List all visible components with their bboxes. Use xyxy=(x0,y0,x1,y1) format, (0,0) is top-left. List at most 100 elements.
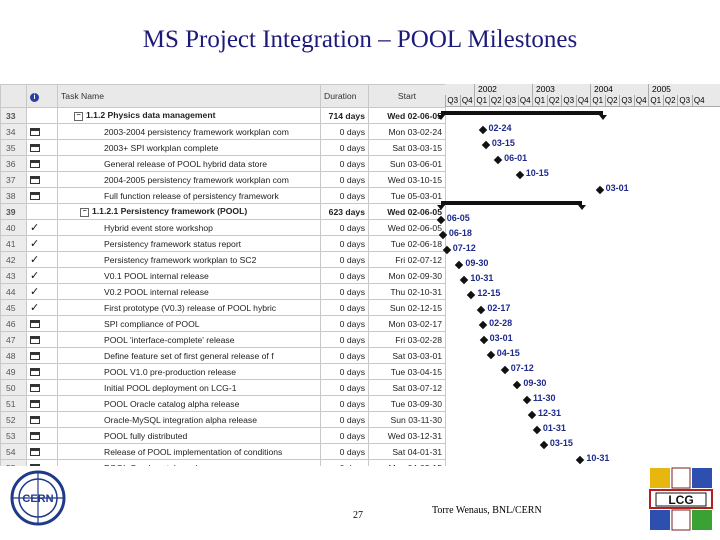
task-name[interactable]: Hybrid event store workshop xyxy=(57,219,321,236)
calendar-icon xyxy=(30,352,40,361)
task-name[interactable]: Release of POOL implementation of condit… xyxy=(57,443,321,460)
milestone-label: 10-31 xyxy=(586,452,610,463)
info-icon: i xyxy=(30,92,39,102)
milestone-marker[interactable] xyxy=(500,365,510,374)
task-name[interactable]: Full function release of persistency fra… xyxy=(57,187,321,204)
task-name[interactable]: Persistency framework workplan to SC2 xyxy=(57,251,321,268)
check-icon: ✓ xyxy=(30,269,40,282)
summary-bar[interactable] xyxy=(440,110,604,115)
task-start: Mon 03-02-24 xyxy=(368,123,446,140)
calendar-icon xyxy=(30,336,40,345)
info-column-header[interactable]: i xyxy=(26,84,58,108)
start-column-header[interactable]: Start xyxy=(368,84,446,108)
task-start: Wed 02-06-05 xyxy=(368,219,446,236)
timeline-quarter: Q1 xyxy=(474,95,489,106)
task-row[interactable]: 49 POOL V1.0 pre-production release 0 days… xyxy=(0,363,446,380)
milestone-marker[interactable] xyxy=(478,320,488,329)
duration-column-header[interactable]: Duration xyxy=(320,84,369,108)
task-row[interactable]: 44 ✓ V0.2 POOL internal release 0 days Thu 0… xyxy=(0,283,446,300)
task-row[interactable]: 33−1.1.2 Physics data management 714 days… xyxy=(0,107,446,124)
task-duration: 0 days xyxy=(320,347,369,364)
milestone-marker[interactable] xyxy=(595,185,604,194)
milestone-marker[interactable] xyxy=(539,440,549,449)
task-row[interactable]: 37 2004-2005 persistency framework workpl… xyxy=(0,171,446,188)
milestone-marker[interactable] xyxy=(467,290,476,299)
task-duration: 714 days xyxy=(320,107,369,124)
task-name[interactable]: 2003+ SPI workplan complete xyxy=(57,139,321,156)
collapse-toggle-icon[interactable]: − xyxy=(74,111,83,121)
milestone-marker[interactable] xyxy=(513,380,522,389)
task-name[interactable]: POOL Oracle catalog release xyxy=(57,459,321,466)
timeline-quarter: Q2 xyxy=(662,95,678,106)
task-name[interactable]: −1.1.2 Physics data management xyxy=(57,107,321,124)
task-row[interactable]: 50 Initial POOL deployment on LCG-1 0 days… xyxy=(0,379,446,396)
cern-logo: CERN xyxy=(8,468,68,528)
task-name-text: SPI compliance of POOL xyxy=(104,318,200,329)
task-id: 41 xyxy=(0,235,27,252)
task-duration: 0 days xyxy=(320,459,369,466)
task-name-text: 1.1.2 Physics data management xyxy=(86,110,216,121)
task-row[interactable]: 34 2003-2004 persistency framework workpl… xyxy=(0,123,446,140)
summary-bar[interactable] xyxy=(440,200,583,205)
task-id: 33 xyxy=(0,107,27,124)
task-name[interactable]: Initial POOL deployment on LCG-1 xyxy=(57,379,321,396)
task-row[interactable]: 53 POOL fully distributed 0 days Wed 03-12-… xyxy=(0,427,446,444)
task-row[interactable]: 36 General release of POOL hybrid data st… xyxy=(0,155,446,172)
milestone-marker[interactable] xyxy=(455,260,464,269)
task-name[interactable]: POOL V1.0 pre-production release xyxy=(57,363,321,380)
task-name[interactable]: 2003-2004 persistency framework workplan… xyxy=(57,123,321,140)
milestone-marker[interactable] xyxy=(478,125,487,134)
task-name[interactable]: Define feature set of first general rele… xyxy=(57,347,321,364)
milestone-marker[interactable] xyxy=(532,425,542,434)
milestone-marker[interactable] xyxy=(527,410,537,419)
milestone-marker[interactable] xyxy=(522,395,532,404)
task-row[interactable]: 47 POOL 'interface-complete' release 0 day… xyxy=(0,331,446,348)
task-name-text: Oracle-MySQL integration alpha release xyxy=(104,414,258,425)
task-name[interactable]: General release of POOL hybrid data stor… xyxy=(57,155,321,172)
task-row[interactable]: 54 Release of POOL implementation of cond… xyxy=(0,443,446,460)
task-name[interactable]: 2004-2005 persistency framework workplan… xyxy=(57,171,321,188)
milestone-marker[interactable] xyxy=(460,275,469,284)
task-name[interactable]: POOL 'interface-complete' release xyxy=(57,331,321,348)
calendar-icon xyxy=(30,464,40,466)
milestone-marker[interactable] xyxy=(479,335,488,344)
task-duration: 0 days xyxy=(320,363,369,380)
task-name[interactable]: First prototype (V0.3) release of POOL h… xyxy=(57,299,321,316)
milestone-marker[interactable] xyxy=(481,140,491,149)
task-row[interactable]: 38 Full function release of persistency f… xyxy=(0,187,446,204)
task-name[interactable]: SPI compliance of POOL xyxy=(57,315,321,332)
task-name-column-header[interactable]: Task Name xyxy=(57,84,321,108)
task-row[interactable]: 46 SPI compliance of POOL 0 days Mon 03-02-… xyxy=(0,315,446,332)
task-id: 36 xyxy=(0,155,27,172)
collapse-toggle-icon[interactable]: − xyxy=(80,207,89,217)
task-row[interactable]: 42 ✓ Persistency framework workplan to SC2… xyxy=(0,251,446,268)
task-start: Tue 05-03-01 xyxy=(368,187,446,204)
task-row[interactable]: 35 2003+ SPI workplan complete 0 days Sat 0… xyxy=(0,139,446,156)
task-start: Fri 02-07-12 xyxy=(368,251,446,268)
task-name[interactable]: POOL Oracle catalog alpha release xyxy=(57,395,321,412)
milestone-marker[interactable] xyxy=(515,170,524,179)
task-row[interactable]: 43 ✓ V0.1 POOL internal release 0 days Mon 0… xyxy=(0,267,446,284)
task-name[interactable]: POOL fully distributed xyxy=(57,427,321,444)
task-id: 55 xyxy=(0,459,27,466)
task-row[interactable]: 45 ✓ First prototype (V0.3) release of POO… xyxy=(0,299,446,316)
task-name-text: POOL V1.0 pre-production release xyxy=(104,366,237,377)
task-name[interactable]: V0.1 POOL internal release xyxy=(57,267,321,284)
task-row[interactable]: 39−1.1.2.1 Persistency framework (POOL) 6… xyxy=(0,203,446,220)
task-name[interactable]: Oracle-MySQL integration alpha release xyxy=(57,411,321,428)
task-row[interactable]: 48 Define feature set of first general re… xyxy=(0,347,446,364)
milestone-marker[interactable] xyxy=(493,155,503,164)
milestone-marker[interactable] xyxy=(486,350,495,359)
task-row[interactable]: 40 ✓ Hybrid event store workshop 0 days Wed … xyxy=(0,219,446,236)
task-id: 40 xyxy=(0,219,27,236)
task-row[interactable]: 51 POOL Oracle catalog alpha release 0 day… xyxy=(0,395,446,412)
task-name[interactable]: Persistency framework status report xyxy=(57,235,321,252)
task-name-text: V0.2 POOL internal release xyxy=(104,286,209,297)
task-row[interactable]: 52 Oracle-MySQL integration alpha release… xyxy=(0,411,446,428)
task-name[interactable]: −1.1.2.1 Persistency framework (POOL) xyxy=(57,203,321,220)
task-name[interactable]: V0.2 POOL internal release xyxy=(57,283,321,300)
milestone-marker[interactable] xyxy=(576,455,585,464)
task-row[interactable]: 41 ✓ Persistency framework status report 0 … xyxy=(0,235,446,252)
milestone-marker[interactable] xyxy=(477,305,486,314)
